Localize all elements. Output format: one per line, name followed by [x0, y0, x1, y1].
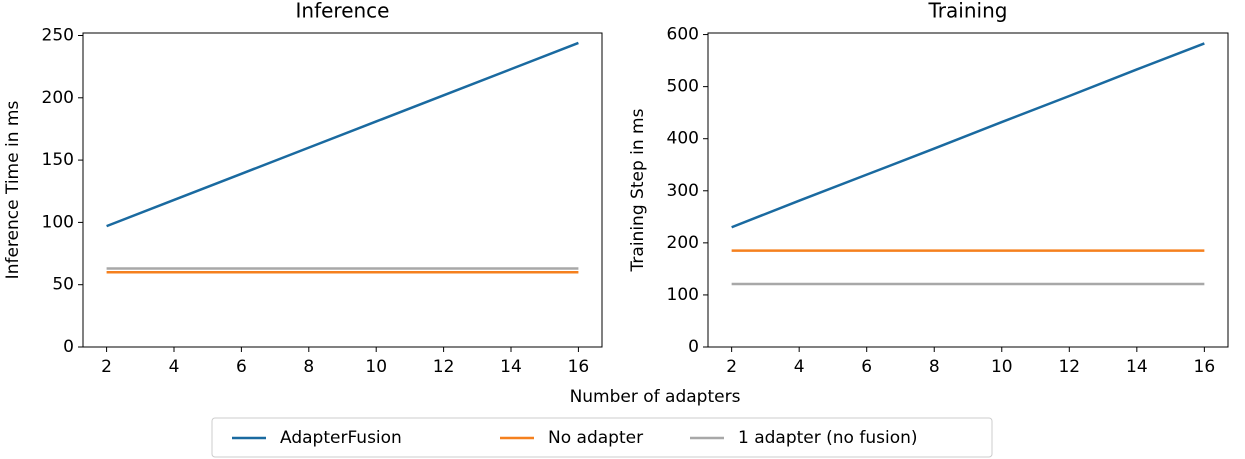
y-axis-label: Inference Time in ms: [3, 101, 23, 280]
x-tick-label: 16: [568, 357, 590, 377]
legend-label: AdapterFusion: [280, 428, 402, 448]
legend-label: No adapter: [548, 428, 643, 448]
chart-title: Inference: [296, 0, 390, 23]
x-tick-label: 12: [1058, 357, 1080, 377]
x-tick-label: 2: [101, 357, 112, 377]
y-tick-label: 0: [63, 337, 74, 357]
y-tick-label: 600: [667, 25, 699, 45]
axes-frame: [82, 32, 603, 348]
y-tick-label: 0: [688, 337, 699, 357]
x-tick-label: 4: [794, 357, 805, 377]
x-tick-label: 2: [726, 357, 737, 377]
y-tick-label: 500: [667, 77, 699, 97]
x-tick-label: 14: [500, 357, 522, 377]
x-tick-label: 8: [929, 357, 940, 377]
y-tick-label: 200: [667, 233, 699, 253]
x-tick-label: 16: [1194, 357, 1216, 377]
x-tick-label: 4: [169, 357, 180, 377]
x-tick-label: 12: [433, 357, 455, 377]
line: [731, 42, 1205, 229]
x-tick-label: 8: [303, 357, 314, 377]
x-tick-label: 10: [365, 357, 387, 377]
line: [106, 41, 579, 228]
y-tick-label: 50: [52, 275, 74, 295]
legend: [211, 417, 993, 458]
x-tick-label: 10: [991, 357, 1013, 377]
x-axis-label: Number of adapters: [570, 387, 741, 407]
y-axis-label: Training Step in ms: [628, 108, 648, 272]
y-tick-label: 150: [42, 150, 74, 170]
x-tick-label: 6: [861, 357, 872, 377]
y-tick-label: 100: [42, 212, 74, 232]
legend-label: 1 adapter (no fusion): [738, 428, 918, 448]
y-tick-label: 100: [667, 285, 699, 305]
axes-frame: [707, 32, 1229, 348]
y-tick-label: 400: [667, 129, 699, 149]
y-tick-label: 300: [667, 181, 699, 201]
y-tick-label: 200: [42, 88, 74, 108]
y-tick-label: 250: [42, 25, 74, 45]
x-tick-label: 6: [236, 357, 247, 377]
x-tick-label: 14: [1126, 357, 1148, 377]
chart-title: Training: [928, 0, 1008, 23]
